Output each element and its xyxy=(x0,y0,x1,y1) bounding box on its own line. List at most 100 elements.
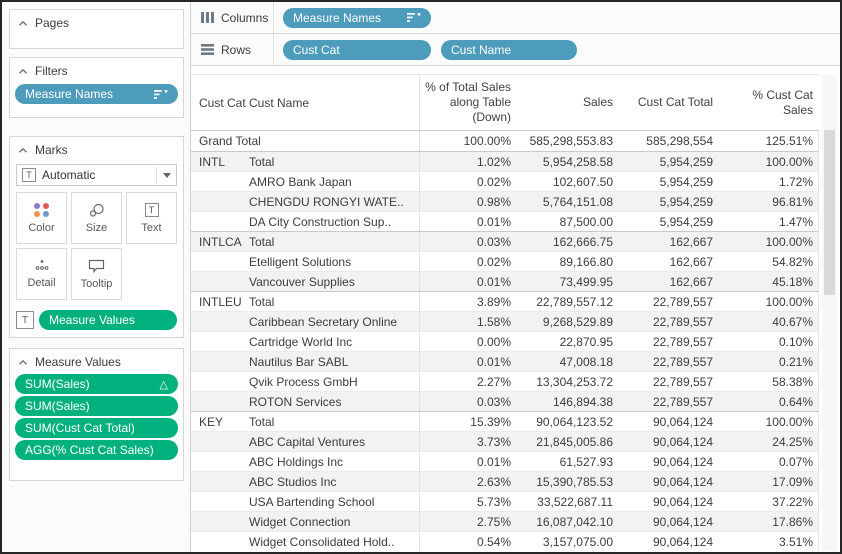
cell-pct_cat[interactable]: 58.38% xyxy=(772,374,813,389)
cell-name[interactable]: Vancouver Supplies xyxy=(249,274,355,289)
cell-cat[interactable]: KEY xyxy=(199,414,224,429)
cell-name[interactable]: Total xyxy=(249,414,275,429)
cell-pct_cat[interactable]: 96.81% xyxy=(772,194,813,209)
cell-cat[interactable] xyxy=(199,312,249,331)
rows-pill-cust-name[interactable]: Cust Name xyxy=(441,39,577,60)
cell-cat_total[interactable]: 90,064,124 xyxy=(652,494,713,509)
table-row[interactable]: ABC Capital Ventures 3.73% 21,845,005.86 90… xyxy=(191,431,818,451)
table-row[interactable]: Etelligent Solutions 0.02% 89,166.80 162,66… xyxy=(191,251,818,271)
measure-values-pill[interactable]: SUM(Sales) △ xyxy=(15,374,178,394)
size-button[interactable]: Size xyxy=(71,192,122,244)
table-row[interactable]: Widget Connection 2.75% 16,087,042.10 90,06… xyxy=(191,511,818,531)
measure-values-pill[interactable]: SUM(Sales) xyxy=(15,396,178,416)
cell-pct_cat[interactable]: 0.21% xyxy=(778,354,813,369)
cell-pct_total[interactable]: 0.03% xyxy=(419,232,511,251)
cell-pct_total[interactable]: 5.73% xyxy=(419,492,511,511)
cell-cat_total[interactable]: 90,064,124 xyxy=(652,454,713,469)
cell-cat[interactable] xyxy=(199,392,249,411)
cell-cat_total[interactable]: 90,064,124 xyxy=(652,434,713,449)
table-row[interactable]: Cartridge World Inc 0.00% 22,870.95 22,789,… xyxy=(191,331,818,351)
table-row[interactable]: Grand Total 100.00% 585,298,553.83 585,298,… xyxy=(191,131,818,151)
detail-button[interactable]: Detail xyxy=(16,248,67,300)
cell-cat_total[interactable]: 90,064,124 xyxy=(652,514,713,529)
cell-pct_cat[interactable]: 1.47% xyxy=(778,214,813,229)
cell-pct_total[interactable]: 0.02% xyxy=(419,172,511,191)
cell-cat_total[interactable]: 22,789,557 xyxy=(652,394,713,409)
cell-cat[interactable] xyxy=(199,332,249,351)
cell-cat[interactable] xyxy=(199,252,249,271)
cell-pct_cat[interactable]: 17.09% xyxy=(772,474,813,489)
vertical-scrollbar[interactable] xyxy=(822,75,837,551)
table-row[interactable]: INTLEU Total 3.89% 22,789,557.12 22,789,557 1… xyxy=(191,291,818,311)
table-row[interactable]: AMRO Bank Japan 0.02% 102,607.50 5,954,259 1… xyxy=(191,171,818,191)
cell-sales[interactable]: 5,954,258.58 xyxy=(542,154,613,169)
cell-pct_cat[interactable]: 37.22% xyxy=(772,494,813,509)
cell-name[interactable]: Total xyxy=(249,234,275,249)
cell-pct_cat[interactable]: 125.51% xyxy=(765,134,813,148)
rows-pill-cust-cat[interactable]: Cust Cat xyxy=(283,39,431,60)
cell-name[interactable]: Nautilus Bar SABL xyxy=(249,354,349,369)
cell-cat[interactable] xyxy=(199,472,249,491)
cell-sales[interactable]: 3,157,075.00 xyxy=(542,534,613,549)
cell-pct_total[interactable]: 3.89% xyxy=(419,292,511,311)
cell-pct_total[interactable]: 0.54% xyxy=(419,532,511,551)
cell-pct_cat[interactable]: 100.00% xyxy=(765,294,813,309)
cell-sales[interactable]: 585,298,553.83 xyxy=(529,134,613,148)
text-button[interactable]: T Text xyxy=(126,192,177,244)
cell-cat[interactable] xyxy=(199,452,249,471)
tooltip-button[interactable]: Tooltip xyxy=(71,248,122,300)
table-row[interactable]: CHENGDU RONGYI WATE.. 0.98% 5,764,151.08 5,… xyxy=(191,191,818,211)
cell-name[interactable]: USA Bartending School xyxy=(249,494,375,509)
collapse-chevron-icon[interactable] xyxy=(18,68,28,75)
cell-pct_cat[interactable]: 45.18% xyxy=(772,274,813,289)
cell-name[interactable]: Etelligent Solutions xyxy=(249,254,352,269)
cell-pct_cat[interactable]: 54.82% xyxy=(772,254,813,269)
cell-sales[interactable]: 90,064,123.52 xyxy=(536,414,613,429)
cell-pct_total[interactable]: 0.00% xyxy=(419,332,511,351)
columns-pill-measure-names[interactable]: Measure Names xyxy=(283,7,431,28)
cell-cat[interactable]: INTLCA xyxy=(199,234,242,249)
collapse-chevron-icon[interactable] xyxy=(18,20,28,27)
marks-pill-measure-values[interactable]: Measure Values xyxy=(39,310,177,330)
cell-pct_total[interactable]: 0.02% xyxy=(419,252,511,271)
cell-sales[interactable]: 21,845,005.86 xyxy=(536,434,613,449)
cell-pct_total[interactable]: 1.58% xyxy=(419,312,511,331)
cell-pct_total[interactable]: 0.01% xyxy=(419,212,511,231)
cell-sales[interactable]: 47,008.18 xyxy=(559,354,613,369)
table-row[interactable]: KEY Total 15.39% 90,064,123.52 90,064,124 100… xyxy=(191,411,818,431)
cell-cat_total[interactable]: 90,064,124 xyxy=(652,534,713,549)
marks-card-header[interactable]: Marks xyxy=(15,140,178,160)
cell-name[interactable]: DA City Construction Sup.. xyxy=(249,214,392,229)
cell-sales[interactable]: 89,166.80 xyxy=(559,254,613,269)
cell-pct_cat[interactable]: 24.25% xyxy=(772,434,813,449)
table-row[interactable]: INTL Total 1.02% 5,954,258.58 5,954,259 100.0… xyxy=(191,151,818,171)
scrollbar-thumb[interactable] xyxy=(824,130,835,295)
filter-pill-measure-names[interactable]: Measure Names xyxy=(15,84,178,104)
cell-sales[interactable]: 87,500.00 xyxy=(559,214,613,229)
cell-cat[interactable] xyxy=(199,532,249,551)
cell-pct_cat[interactable]: 0.10% xyxy=(778,334,813,349)
cell-cat_total[interactable]: 5,954,259 xyxy=(659,174,713,189)
cell-sales[interactable]: 22,870.95 xyxy=(559,334,613,349)
cell-cat[interactable]: INTL xyxy=(199,154,226,169)
cell-cat_total[interactable]: 162,667 xyxy=(669,274,713,289)
cell-cat[interactable] xyxy=(199,432,249,451)
cell-cat_total[interactable]: 5,954,259 xyxy=(659,214,713,229)
table-row[interactable]: Qvik Process GmbH 2.27% 13,304,253.72 22,78… xyxy=(191,371,818,391)
cell-pct_cat[interactable]: 0.64% xyxy=(778,394,813,409)
cell-sales[interactable]: 13,304,253.72 xyxy=(536,374,613,389)
table-row[interactable]: Widget Consolidated Hold.. 0.54% 3,157,075… xyxy=(191,531,818,551)
table-row[interactable]: INTLCA Total 0.03% 162,666.75 162,667 100.00% xyxy=(191,231,818,251)
cell-cat[interactable] xyxy=(199,272,249,291)
table-row[interactable]: DA City Construction Sup.. 0.01% 87,500.00… xyxy=(191,211,818,231)
measure-values-pill[interactable]: AGG(% Cust Cat Sales) xyxy=(15,440,178,460)
cell-name[interactable]: Total xyxy=(249,154,275,169)
table-row[interactable]: ABC Studios Inc 2.63% 15,390,785.53 90,064,… xyxy=(191,471,818,491)
table-row[interactable]: Vancouver Supplies 0.01% 73,499.95 162,667 4… xyxy=(191,271,818,291)
cell-pct_total[interactable]: 0.01% xyxy=(419,272,511,291)
cell-pct_total[interactable]: 15.39% xyxy=(419,412,511,431)
cell-sales[interactable]: 73,499.95 xyxy=(559,274,613,289)
cell-pct_total[interactable]: 2.75% xyxy=(419,512,511,531)
collapse-chevron-icon[interactable] xyxy=(18,147,28,154)
cell-pct_total[interactable]: 1.02% xyxy=(419,152,511,171)
